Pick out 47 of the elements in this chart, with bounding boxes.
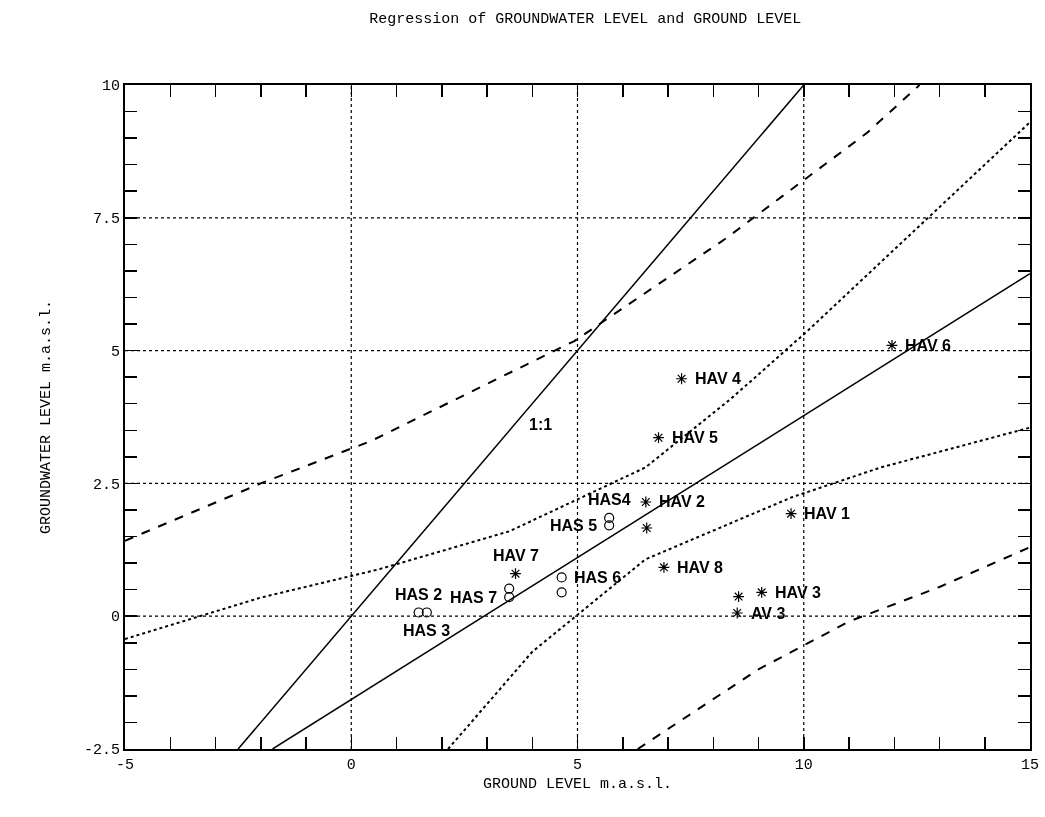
point (732, 590, 745, 603)
point (413, 607, 424, 618)
annotation: HAV 3 (775, 584, 822, 601)
point (509, 567, 522, 580)
point (639, 495, 652, 508)
point (731, 607, 744, 620)
chart-title: Regression of GROUNDWATER LEVEL and GROUND LEVEL (369, 10, 802, 28)
point (604, 520, 615, 531)
y-axis-title: GROUNDWATER LEVEL m.a.s.l. (37, 299, 55, 535)
annotation: HAS 6 (574, 569, 622, 586)
point (675, 372, 688, 385)
x-axis-title: GROUND LEVEL m.a.s.l. (482, 775, 673, 793)
point (885, 339, 898, 352)
annotation: HAS 2 (395, 586, 443, 603)
y-tick-label: 5 (110, 343, 120, 361)
x-tick-label: 5 (572, 757, 583, 774)
annotation: HAV 1 (804, 505, 851, 522)
x-tick-label: 15 (1020, 757, 1040, 774)
point (556, 572, 567, 583)
annotation: HAV 8 (677, 559, 724, 576)
annotation: HAS4 (588, 491, 631, 508)
point (504, 583, 515, 594)
annotation: HAS 3 (403, 622, 451, 639)
y-tick-label: 7.5 (92, 211, 120, 229)
annotation: HAS 7 (450, 589, 498, 606)
x-tick-label: 10 (794, 757, 813, 774)
annotation: HAS 5 (550, 517, 598, 534)
annotation: AV 3 (751, 605, 786, 622)
point (604, 512, 615, 524)
annotation: 1:1 (529, 416, 553, 433)
point (785, 507, 798, 520)
annotation: HAV 5 (672, 429, 719, 446)
y-tick-label: 10 (101, 78, 120, 96)
x-tick-label: 0 (346, 757, 356, 774)
y-tick-label: 2.5 (92, 476, 120, 494)
annotation: HAV 7 (493, 547, 540, 564)
y-tick-label: -2.5 (83, 742, 120, 760)
point (640, 522, 653, 535)
point (755, 586, 768, 599)
point (652, 431, 665, 444)
point (421, 607, 432, 618)
point (657, 561, 670, 574)
point (504, 591, 515, 603)
y-tick-label: 0 (110, 609, 120, 627)
x-tick-label: -5 (115, 757, 135, 774)
point (556, 587, 567, 598)
annotation: HAV 4 (695, 370, 742, 387)
